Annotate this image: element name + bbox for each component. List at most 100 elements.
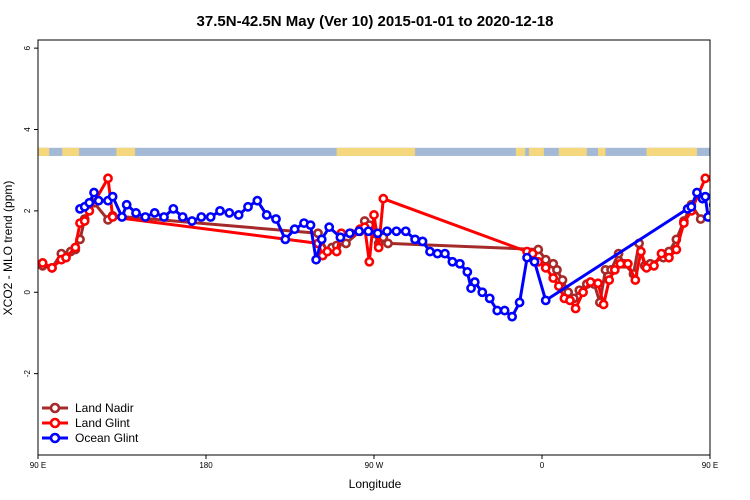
legend-label-2: Ocean Glint	[75, 431, 139, 445]
point-2-47	[462, 267, 473, 277]
point-2-24	[271, 214, 281, 224]
point-2-46	[454, 258, 465, 269]
point-1-44	[664, 252, 674, 263]
legend-item-0: Land Nadir	[42, 401, 134, 415]
point-2-58	[540, 295, 551, 306]
point-2-61	[692, 187, 702, 198]
point-2-51	[484, 293, 495, 304]
point-0-46	[695, 214, 706, 224]
legend-item-2: Ocean Glint	[42, 431, 139, 445]
point-1-20	[373, 242, 384, 253]
point-2-21	[243, 201, 253, 212]
point-1-34	[598, 299, 609, 310]
point-2-69	[733, 213, 740, 220]
point-2-44	[440, 248, 450, 259]
point-2-64	[703, 212, 710, 222]
point-1-21	[378, 193, 389, 204]
y-axis: -2 0 2 4 6	[23, 45, 38, 377]
point-2-53	[499, 305, 510, 316]
point-2-2	[84, 197, 95, 208]
point-2-28	[305, 220, 316, 231]
point-0-25	[552, 264, 562, 275]
point-2-3	[89, 187, 99, 198]
x-tick-label-3: 0	[540, 461, 545, 470]
x-tick-label-2: 90 W	[365, 461, 384, 470]
y-axis-title: XCO2 - MLO trend (ppm)	[1, 181, 15, 316]
point-1-40	[636, 246, 646, 257]
point-2-9	[131, 208, 141, 218]
point-1-37	[615, 258, 626, 269]
chart-title: 37.5N-42.5N May (Ver 10) 2015-01-01 to 2…	[197, 13, 554, 30]
point-1-46	[678, 218, 689, 228]
map-land-0	[38, 147, 50, 156]
y-tick-label-4: 6	[23, 45, 32, 50]
legend-label-0: Land Nadir	[75, 401, 134, 415]
legend-marker-2	[49, 432, 61, 444]
y-tick-label-2: 2	[23, 208, 32, 213]
point-2-39	[400, 226, 411, 237]
point-2-20	[233, 210, 244, 220]
point-2-16	[196, 212, 207, 222]
point-2-7	[117, 212, 127, 222]
point-2-41	[417, 236, 428, 247]
point-1-12	[322, 246, 333, 257]
y-tick-label-3: 4	[23, 127, 32, 132]
point-2-33	[344, 228, 355, 239]
point-2-68	[727, 209, 734, 216]
y-tick-label-0: -2	[23, 370, 32, 378]
point-2-56	[522, 252, 532, 263]
map-land-3	[336, 147, 416, 156]
point-2-25	[280, 234, 291, 245]
point-1-41	[641, 262, 652, 273]
point-1-39	[630, 275, 641, 285]
point-1-32	[585, 277, 596, 287]
series-land-glint	[38, 173, 710, 314]
point-2-40	[410, 234, 420, 245]
point-2-36	[372, 228, 383, 239]
point-1-18	[364, 256, 375, 267]
point-1-3	[61, 252, 71, 263]
point-2-6	[107, 191, 118, 202]
point-2-17	[205, 212, 216, 222]
point-2-70	[738, 205, 745, 212]
x-tick-label-4: 90 E	[702, 461, 718, 470]
y-tick-label-1: 0	[23, 289, 32, 294]
point-1-29	[565, 295, 575, 306]
point-2-18	[215, 205, 225, 216]
point-2-23	[261, 210, 272, 220]
point-1-9	[107, 212, 118, 222]
point-1-0	[38, 258, 48, 268]
point-0-21	[383, 238, 393, 249]
map-land-2	[116, 147, 136, 156]
legend-label-1: Land Glint	[75, 416, 130, 430]
map-land-1	[62, 147, 80, 156]
point-2-37	[382, 226, 392, 237]
point-1-25	[540, 262, 551, 273]
point-0-14	[341, 238, 351, 249]
point-2-49	[469, 277, 480, 287]
point-1-36	[609, 264, 620, 275]
point-1-1	[47, 262, 57, 273]
x-axis: 90 E 180 90 W 0 90 E	[30, 455, 718, 470]
point-2-19	[224, 208, 235, 218]
point-2-45	[447, 256, 458, 267]
legend-marker-1	[49, 417, 61, 429]
point-2-13	[168, 203, 179, 214]
series-layer	[38, 173, 745, 322]
point-2-38	[391, 226, 402, 237]
point-0-23	[540, 254, 551, 265]
point-2-32	[335, 232, 346, 243]
point-2-15	[187, 216, 197, 226]
point-2-54	[507, 311, 518, 322]
point-1-48	[700, 173, 710, 184]
map-land-5	[528, 147, 544, 156]
point-2-66	[716, 209, 723, 216]
x-axis-title: Longitude	[349, 477, 402, 491]
point-2-31	[324, 222, 335, 233]
point-2-12	[159, 212, 169, 222]
legend-item-1: Land Glint	[42, 416, 130, 430]
point-2-26	[289, 224, 300, 235]
point-2-60	[686, 201, 697, 212]
